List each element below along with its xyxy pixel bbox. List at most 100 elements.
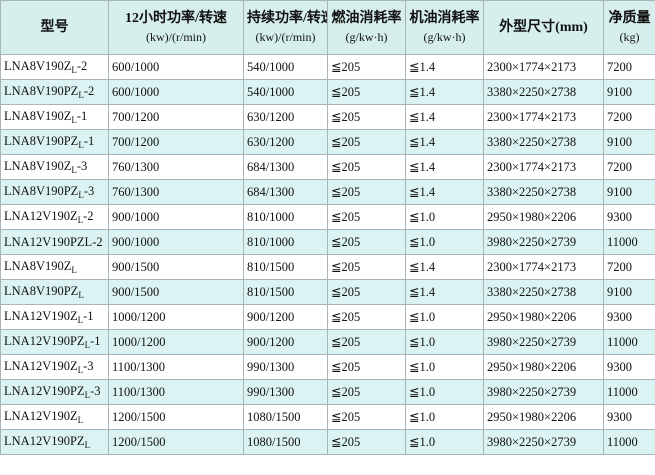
model-base: LNA8V190PZ [4, 84, 79, 98]
table-cell: 810/1500 [243, 279, 328, 305]
cell-text: 9300 [607, 359, 632, 374]
cell-text: ≦1.4 [409, 260, 436, 274]
cell-text: ≦205 [331, 60, 361, 74]
header-row: 型号 12小时功率/转速 (kw)/(r/min) 持续功率/转速 (kw)/(r/mi… [0, 0, 655, 55]
cell-text: 810/1000 [247, 234, 295, 249]
table-cell: 7200 [603, 54, 655, 80]
table-cell: LNA8V190ZL-1 [0, 104, 109, 130]
table-cell: 11000 [603, 429, 655, 455]
cell-text: 3980×2250×2739 [487, 434, 577, 449]
model-base: LNA12V190PZ [4, 334, 85, 348]
table-cell: LNA8V190PZL-2 [0, 79, 109, 105]
table-cell: 1100/1300 [108, 379, 244, 405]
cell-text: ≦205 [331, 185, 361, 199]
cell-text: ≦205 [331, 435, 361, 449]
table-cell: ≦205 [327, 154, 406, 180]
table-cell: 540/1000 [243, 54, 328, 80]
table-cell: ≦1.0 [405, 404, 484, 430]
table-cell: 700/1200 [108, 104, 244, 130]
model-suffix: -3 [90, 384, 101, 398]
model-base: LNA8V190Z [4, 259, 72, 273]
model-suffix: -1 [90, 334, 101, 348]
table-cell: 3380×2250×2738 [483, 129, 604, 155]
table-cell: LNA12V190PZL-3 [0, 379, 109, 405]
table-row: LNA8V190ZL 900/1500 810/1500 ≦205 ≦1.4 2300×1… [0, 254, 655, 280]
table-cell: ≦205 [327, 104, 406, 130]
table-cell: LNA12V190PZL-1 [0, 329, 109, 355]
model-subscript: L [71, 165, 77, 175]
table-cell: 2950×1980×2206 [483, 404, 604, 430]
cell-text: ≦1.4 [409, 85, 436, 99]
header-cell: 12小时功率/转速 (kw)/(r/min) [108, 0, 244, 55]
model-subscript: L [71, 265, 77, 275]
model-base: LNA12V190Z [4, 409, 78, 423]
table-cell: 2300×1774×2173 [483, 154, 604, 180]
model-subscript: L [77, 315, 84, 325]
table-row: LNA12V190PZL-1 1000/1200 900/1200 ≦205 ≦1.0 3… [0, 329, 655, 355]
cell-text: 684/1300 [247, 184, 295, 199]
model-subscript: L [84, 440, 91, 450]
cell-text: 900/1500 [112, 284, 160, 299]
cell-text: 2300×1774×2173 [487, 59, 577, 74]
table-cell: 900/1500 [108, 279, 244, 305]
table-cell: 1100/1300 [108, 354, 244, 380]
table-cell: ≦1.0 [405, 304, 484, 330]
table-cell: 9300 [603, 204, 655, 230]
header-text: 净质量 [608, 10, 651, 26]
table-cell: ≦205 [327, 304, 406, 330]
table-cell: 9300 [603, 304, 655, 330]
model-subscript: L [77, 215, 84, 225]
cell-text: ≦205 [331, 110, 361, 124]
cell-text: 540/1000 [247, 59, 295, 74]
table-cell: 2300×1774×2173 [483, 254, 604, 280]
table-row: LNA12V190ZL 1200/1500 1080/1500 ≦205 ≦1.0 295… [0, 404, 655, 430]
table-cell: ≦205 [327, 429, 406, 455]
table-cell: 540/1000 [243, 79, 328, 105]
model-base: LNA12V190Z [4, 359, 78, 373]
table-cell: ≦205 [327, 354, 406, 380]
cell-text: 7200 [607, 109, 632, 124]
cell-text: 990/1300 [247, 359, 295, 374]
model-suffix: -3 [83, 184, 95, 198]
cell-text: ≦205 [331, 160, 361, 174]
cell-text: 9100 [607, 134, 632, 149]
table-cell: 7200 [603, 154, 655, 180]
table-cell: 760/1300 [108, 179, 244, 205]
table-cell: 900/1000 [108, 204, 244, 230]
model-suffix: -1 [83, 134, 95, 148]
table-cell: 760/1300 [108, 154, 244, 180]
cell-text: 3380×2250×2738 [487, 184, 577, 199]
table-cell: ≦205 [327, 79, 406, 105]
model-base: LNA12V190PZL-2 [4, 234, 103, 249]
header-text: 外型尺寸(mm) [499, 20, 588, 35]
cell-text: 900/1200 [247, 334, 295, 349]
model-base: LNA8V190PZ [4, 134, 79, 148]
cell-text: 2300×1774×2173 [487, 159, 577, 174]
model-base: LNA8V190PZ [4, 184, 79, 198]
cell-text: 2950×1980×2206 [487, 209, 577, 224]
table-cell: ≦1.4 [405, 154, 484, 180]
table-cell: ≦205 [327, 329, 406, 355]
table-cell: ≦1.0 [405, 429, 484, 455]
table-row: LNA8V190PZL 900/1500 810/1500 ≦205 ≦1.4 3380×… [0, 279, 655, 305]
cell-text: ≦1.0 [409, 385, 436, 399]
cell-text: 1200/1500 [112, 409, 166, 424]
table-cell: 630/1200 [243, 104, 328, 130]
model-suffix: -1 [76, 109, 88, 123]
cell-text: ≦1.4 [409, 160, 436, 174]
table-cell: 2950×1980×2206 [483, 354, 604, 380]
table-row: LNA8V190PZL-1 700/1200 630/1200 ≦205 ≦1.4 338… [0, 129, 655, 155]
cell-text: 900/1500 [112, 259, 160, 274]
header-text: (g/kw·h) [345, 29, 388, 44]
cell-text: ≦205 [331, 135, 361, 149]
table-row: LNA8V190PZL-3 760/1300 684/1300 ≦205 ≦1.4 338… [0, 179, 655, 205]
table-cell: ≦1.4 [405, 104, 484, 130]
table-cell: ≦205 [327, 404, 406, 430]
cell-text: 630/1200 [247, 134, 295, 149]
cell-text: ≦1.0 [409, 310, 436, 324]
table-cell: 684/1300 [243, 154, 328, 180]
cell-text: ≦205 [331, 260, 361, 274]
cell-text: 810/1500 [247, 259, 295, 274]
header-cell: 燃油消耗率 (g/kw·h) [327, 0, 406, 55]
